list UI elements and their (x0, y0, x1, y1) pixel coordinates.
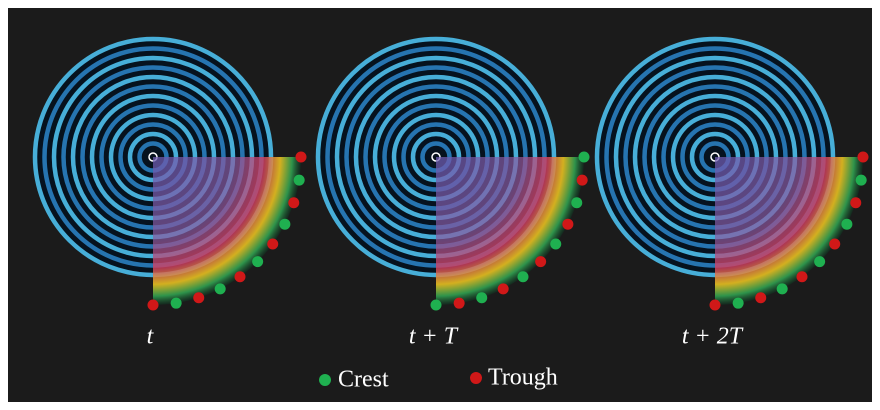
trough-marker (850, 197, 862, 209)
legend-label: Trough (488, 365, 558, 391)
legend-label: Crest (338, 367, 389, 393)
trough-marker (576, 174, 588, 186)
crest-marker (517, 271, 529, 283)
trough-marker (295, 151, 307, 163)
trough-marker (267, 238, 279, 250)
trough-marker (193, 292, 205, 304)
crest-marker (571, 197, 583, 209)
crest-marker (550, 238, 562, 250)
trough-marker (288, 197, 300, 209)
trough-marker (829, 238, 841, 250)
crest-marker (214, 283, 226, 295)
crest-marker (293, 174, 305, 186)
panel-label: t + T (409, 324, 459, 350)
crest-marker (252, 256, 264, 268)
crest-marker (841, 218, 853, 230)
trough-marker (562, 218, 574, 230)
measurement-quadrant (436, 157, 584, 305)
crest-marker (578, 151, 590, 163)
measurement-quadrant (715, 157, 863, 305)
trough-marker (147, 299, 159, 311)
crest-marker (814, 256, 826, 268)
trough-marker (535, 256, 547, 268)
trough-marker (857, 151, 869, 163)
crest-marker (776, 283, 788, 295)
trough-marker (234, 271, 246, 283)
trough-marker (755, 292, 767, 304)
crest-dot (319, 374, 331, 386)
crest-marker (732, 297, 744, 309)
crest-marker (430, 299, 442, 311)
crest-marker (476, 292, 488, 304)
measurement-quadrant (153, 157, 301, 305)
trough-marker (709, 299, 721, 311)
trough-dot (470, 372, 482, 384)
crest-marker (855, 174, 867, 186)
trough-marker (796, 271, 808, 283)
trough-marker (453, 297, 465, 309)
panel-label: t + 2T (682, 324, 744, 350)
trough-marker (497, 283, 509, 295)
panel-label: t (147, 324, 155, 350)
crest-marker (279, 218, 291, 230)
crest-marker (170, 297, 182, 309)
